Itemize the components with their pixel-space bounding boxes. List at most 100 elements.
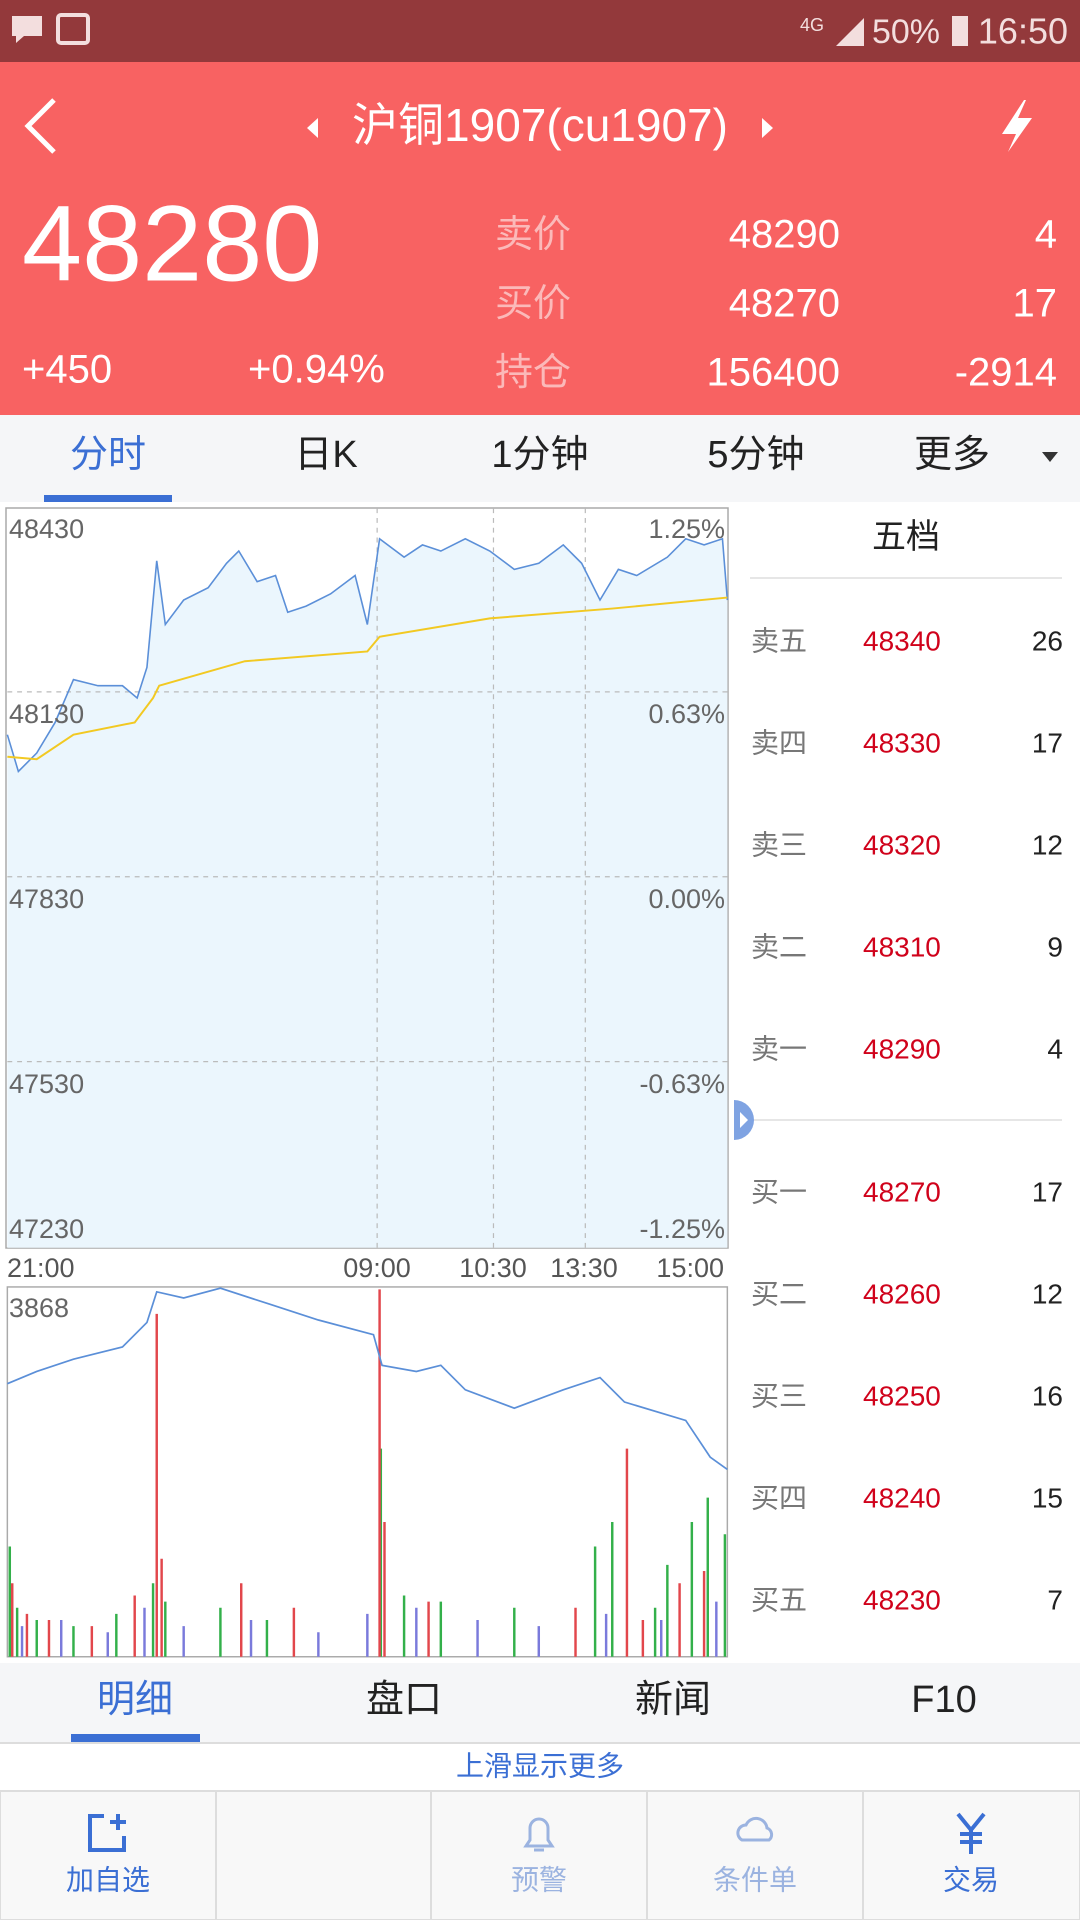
tab-underline (44, 495, 172, 502)
book-label: 买五 (751, 1584, 807, 1615)
book-volume: 9 (1047, 931, 1063, 962)
tab[interactable]: 分时 (70, 434, 146, 476)
quote-label: 买价 (495, 283, 571, 325)
header (0, 62, 1080, 415)
book-label: 卖一 (751, 1033, 807, 1064)
time-label: 13:30 (550, 1253, 618, 1283)
book-label: 卖三 (751, 829, 807, 860)
book-price: 48330 (863, 727, 941, 758)
book-label: 买三 (751, 1380, 807, 1411)
price-area (7, 538, 728, 1248)
book-price: 48260 (863, 1278, 941, 1309)
order-book-title: 五档 (872, 518, 940, 556)
time: 16:50 (978, 11, 1068, 52)
title: 沪铜1907(cu1907) (352, 99, 728, 151)
hint[interactable]: 上滑显示更多 (456, 1750, 624, 1781)
book-volume: 12 (1032, 829, 1063, 860)
book-volume: 17 (1032, 727, 1063, 758)
battery: 50% (872, 13, 940, 51)
tab-underline (71, 1734, 200, 1742)
nav-dividers (215, 1791, 864, 1920)
expand-arrow (740, 1112, 748, 1128)
price-label: 48430 (9, 514, 84, 544)
quote-volume: 4 (1035, 213, 1057, 257)
signal-icon (836, 18, 864, 46)
detail-tab[interactable]: F10 (911, 1679, 976, 1721)
book-volume: 12 (1032, 1278, 1063, 1309)
volume-bars-flat (20, 1601, 718, 1657)
detail-tab[interactable]: 新闻 (635, 1679, 711, 1721)
network: 4G (800, 15, 824, 35)
nav-item[interactable]: 条件单 (713, 1864, 797, 1895)
time-label: 09:00 (343, 1253, 411, 1283)
nav-item[interactable]: 加自选 (66, 1864, 150, 1895)
book-label: 买二 (751, 1278, 807, 1309)
add-icon (88, 1814, 126, 1852)
quote-label: 持仓 (495, 352, 571, 394)
price-label: 47530 (9, 1069, 84, 1099)
book-price: 48250 (863, 1380, 941, 1411)
book-label: 买一 (751, 1176, 807, 1207)
pct-label: -1.25% (639, 1214, 725, 1244)
tab[interactable]: 5分钟 (707, 434, 804, 476)
book-price: 48270 (863, 1176, 941, 1207)
time-label: 10:30 (459, 1253, 527, 1283)
trade-icon (956, 1812, 986, 1854)
quote-label: 卖价 (495, 214, 571, 256)
nav-item[interactable]: 交易 (943, 1864, 999, 1895)
cloud-icon (736, 1816, 774, 1842)
tab-bar (0, 415, 1080, 502)
nav-item[interactable]: 预警 (511, 1864, 567, 1895)
book-price: 48340 (863, 625, 941, 656)
tab[interactable]: 日K (294, 434, 357, 476)
pct-label: 1.25% (648, 514, 725, 544)
volume-frame (6, 1286, 729, 1658)
volume-bars-up (8, 1448, 727, 1657)
book-volume: 16 (1032, 1380, 1063, 1411)
book-volume: 4 (1047, 1033, 1063, 1064)
book-volume: 15 (1032, 1482, 1063, 1513)
image-icon (56, 13, 90, 45)
quote-price: 48270 (729, 282, 840, 326)
more-arrow (1042, 452, 1058, 462)
time-label: 21:00 (7, 1253, 75, 1283)
price-label: 48130 (9, 699, 84, 729)
tab[interactable]: 更多 (914, 434, 990, 476)
quote-price: 48290 (729, 213, 840, 257)
book-label: 买四 (751, 1482, 807, 1513)
time-label: 15:00 (656, 1253, 724, 1283)
book-label: 卖二 (751, 931, 807, 962)
price-label: 47230 (9, 1214, 84, 1244)
quote-price: 156400 (707, 351, 840, 395)
pct-label: 0.00% (648, 884, 725, 914)
next-contract[interactable] (762, 118, 773, 138)
book-price: 48320 (863, 829, 941, 860)
volume-label: 3868 (9, 1293, 69, 1323)
book-price: 48290 (863, 1033, 941, 1064)
volume-bars-down (11, 1289, 706, 1657)
tab[interactable]: 1分钟 (491, 434, 588, 476)
flash-button[interactable] (1002, 100, 1032, 152)
prev-contract[interactable] (307, 118, 318, 138)
back-button[interactable] (24, 98, 56, 154)
last-price: 48280 (22, 183, 322, 304)
battery-icon (952, 16, 968, 46)
book-price: 48310 (863, 931, 941, 962)
book-label: 卖五 (751, 625, 807, 656)
change-pct: +0.94% (248, 348, 385, 392)
average-line (7, 596, 728, 761)
quote-volume: -2914 (955, 351, 1057, 395)
price-label: 47830 (9, 884, 84, 914)
detail-tab[interactable]: 明细 (97, 1679, 173, 1721)
message-icon (12, 16, 42, 43)
status-bar (0, 0, 1080, 62)
book-label: 卖四 (751, 727, 807, 758)
detail-tab[interactable]: 盘口 (366, 1679, 442, 1721)
book-price: 48240 (863, 1482, 941, 1513)
book-volume: 17 (1032, 1176, 1063, 1207)
change: +450 (22, 348, 112, 392)
price-chart: 48430 48130 47830 47530 47230 1.25% 0.63% 0.00%… (5, 507, 729, 1658)
nav-bar (0, 1790, 1080, 1920)
